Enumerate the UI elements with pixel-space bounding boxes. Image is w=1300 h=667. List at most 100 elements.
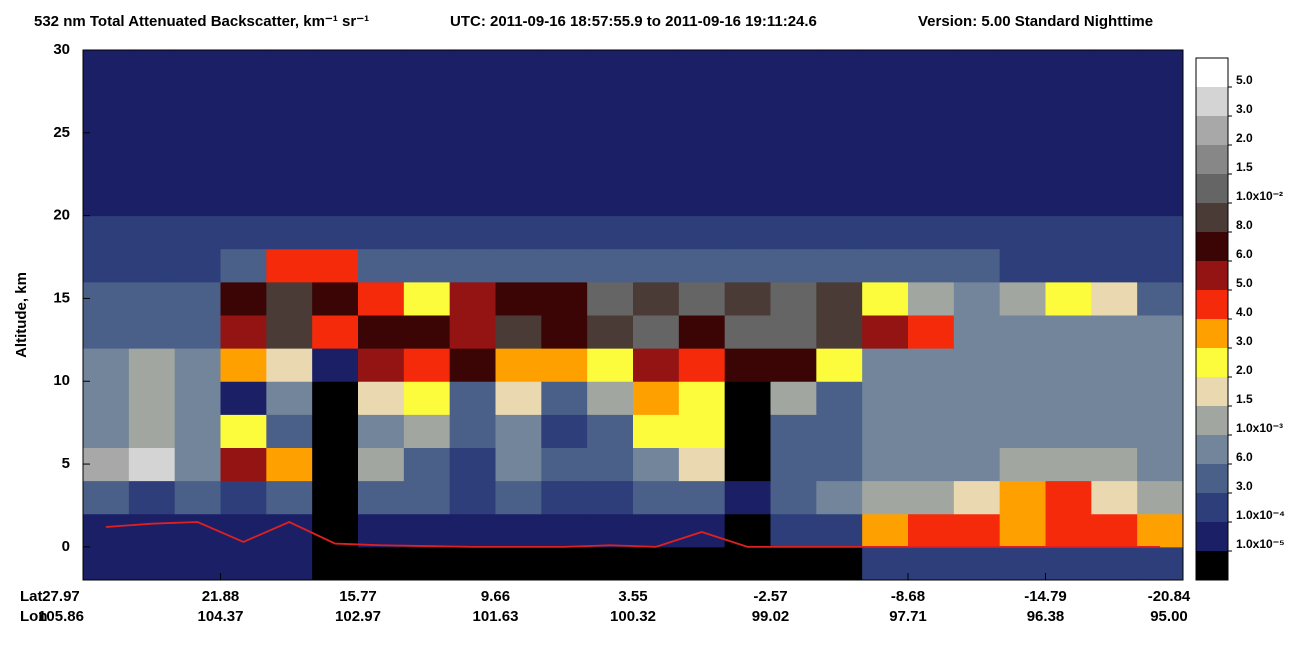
heatmap-cell <box>678 215 726 250</box>
colorbar-block <box>1196 435 1228 464</box>
heatmap-cell <box>312 513 359 548</box>
heatmap-cell <box>770 50 817 84</box>
heatmap-cell <box>495 414 542 448</box>
heatmap-cell <box>1045 248 1092 283</box>
heatmap-cell <box>128 546 176 581</box>
heatmap-cell <box>358 546 405 581</box>
heatmap-cell <box>1045 381 1092 415</box>
heatmap-cell <box>174 248 221 283</box>
heatmap-cell <box>724 215 771 250</box>
lat-tick-label: -14.79 <box>1024 588 1067 605</box>
heatmap-cell <box>587 348 634 382</box>
heatmap-cell <box>953 149 1001 183</box>
heatmap-cell <box>83 414 130 448</box>
heatmap-cell <box>1137 381 1184 415</box>
heatmap-cell <box>587 50 634 84</box>
heatmap-cell <box>449 83 496 117</box>
colorbar-label: 1.0x10⁻⁵ <box>1236 537 1285 551</box>
heatmap-cell <box>495 348 542 382</box>
heatmap-cell <box>816 348 863 382</box>
heatmap-cell <box>724 381 771 415</box>
heatmap-cell <box>862 414 909 448</box>
heatmap-cell <box>908 281 955 316</box>
colorbar-label: 6.0 <box>1236 247 1253 261</box>
heatmap-cell <box>541 513 588 548</box>
heatmap-cell <box>220 480 267 515</box>
heatmap-cell <box>953 215 1001 250</box>
heatmap-cell <box>862 116 909 150</box>
heatmap-cell <box>1137 546 1184 581</box>
heatmap-cell <box>174 116 221 150</box>
heatmap-cell <box>862 348 909 382</box>
colorbar-label: 3.0 <box>1236 334 1253 348</box>
heatmap-cell <box>862 513 909 548</box>
heatmap-cell <box>449 215 496 250</box>
heatmap-cell <box>1091 215 1138 250</box>
heatmap-cell <box>678 315 726 349</box>
colorbar-block <box>1196 290 1228 319</box>
heatmap-cell <box>266 348 313 382</box>
heatmap-cell <box>633 281 680 316</box>
heatmap-cell <box>1091 414 1138 448</box>
y-tick-label: 0 <box>62 538 70 555</box>
heatmap-cell <box>678 513 726 548</box>
colorbar-block <box>1196 116 1228 145</box>
heatmap-cell <box>358 248 405 283</box>
heatmap-cell <box>678 414 726 448</box>
heatmap-cell <box>770 248 817 283</box>
heatmap-cell <box>541 315 588 349</box>
heatmap-cell <box>541 546 588 581</box>
heatmap-cell <box>816 248 863 283</box>
heatmap-cell <box>1091 182 1138 217</box>
heatmap-cell <box>862 480 909 515</box>
heatmap-cell <box>908 182 955 217</box>
lat-tick-label: 21.88 <box>202 588 240 605</box>
heatmap-cell <box>358 348 405 382</box>
heatmap-cell <box>266 315 313 349</box>
heatmap-cell <box>587 447 634 482</box>
heatmap-cell <box>83 381 130 415</box>
heatmap-cell <box>174 315 221 349</box>
heatmap-cell <box>816 50 863 84</box>
heatmap-cell <box>174 546 221 581</box>
heatmap-cell <box>541 381 588 415</box>
heatmap-cell <box>83 248 130 283</box>
heatmap-cell <box>633 546 680 581</box>
colorbar-block <box>1196 87 1228 116</box>
colorbar-label: 1.0x10⁻³ <box>1236 421 1283 435</box>
heatmap-cell <box>999 281 1046 316</box>
heatmap-cell <box>953 414 1001 448</box>
heatmap-cell <box>908 215 955 250</box>
heatmap-cell <box>541 215 588 250</box>
heatmap-cell <box>908 348 955 382</box>
heatmap-cell <box>862 248 909 283</box>
heatmap-cell <box>724 414 771 448</box>
heatmap-cell <box>128 215 176 250</box>
heatmap-cell <box>999 116 1046 150</box>
heatmap-cell <box>1091 248 1138 283</box>
heatmap-cell <box>541 116 588 150</box>
colorbar-block <box>1196 406 1228 435</box>
heatmap-cell <box>724 116 771 150</box>
heatmap-cell <box>862 83 909 117</box>
heatmap-cell <box>999 447 1046 482</box>
y-tick-label: 20 <box>53 207 70 224</box>
colorbar-label: 1.0x10⁻² <box>1236 189 1283 203</box>
heatmap-cell <box>1091 315 1138 349</box>
heatmap-cell <box>358 315 405 349</box>
y-tick-label: 30 <box>53 41 70 58</box>
heatmap-cell <box>953 83 1001 117</box>
heatmap-cell <box>953 513 1001 548</box>
heatmap-cell <box>862 281 909 316</box>
heatmap-cell <box>999 546 1046 581</box>
heatmap-cell <box>1045 315 1092 349</box>
heatmap-cell <box>541 480 588 515</box>
heatmap-cell <box>816 447 863 482</box>
heatmap-cell <box>633 83 680 117</box>
heatmap-cell <box>174 83 221 117</box>
heatmap-cell <box>174 447 221 482</box>
heatmap-cell <box>495 381 542 415</box>
heatmap-cell <box>678 182 726 217</box>
heatmap-cell <box>266 414 313 448</box>
heatmap-cell <box>358 83 405 117</box>
